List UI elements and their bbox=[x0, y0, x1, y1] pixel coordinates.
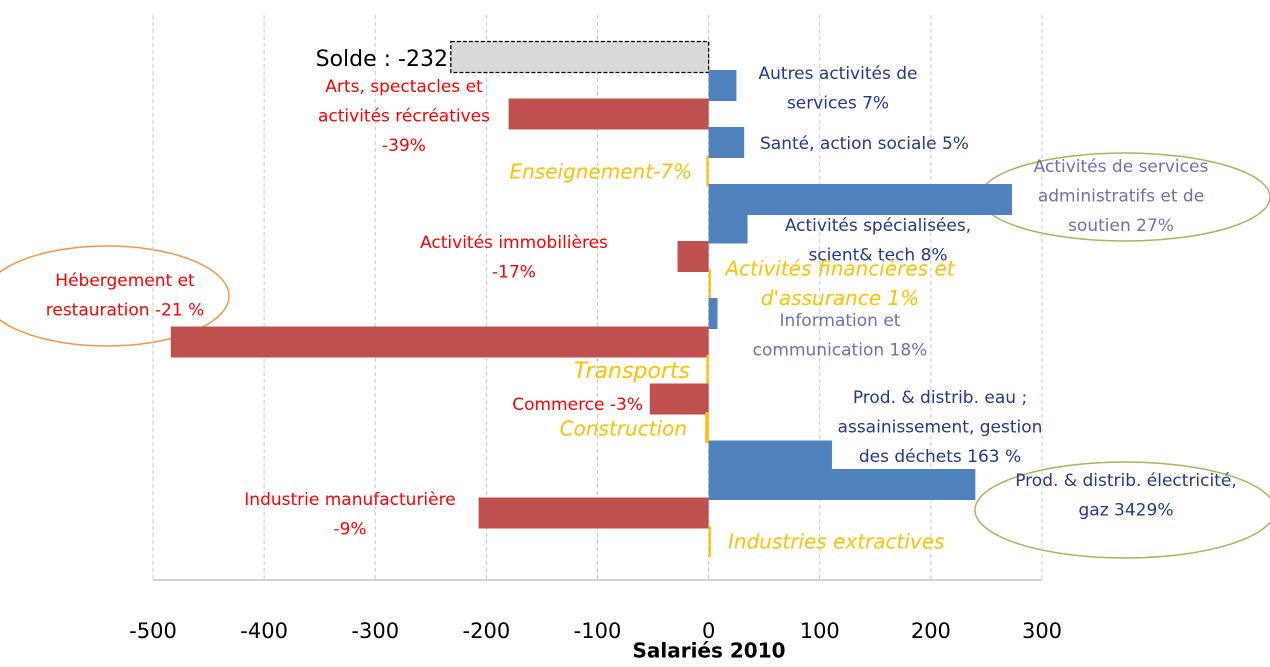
data-label: communication 18% bbox=[753, 341, 928, 361]
x-tick-label: -500 bbox=[129, 619, 177, 643]
bar bbox=[708, 212, 748, 244]
bar bbox=[706, 155, 709, 187]
bar bbox=[708, 440, 832, 472]
data-label: Solde : -232 bbox=[316, 47, 448, 72]
bar bbox=[708, 298, 718, 329]
bar bbox=[705, 412, 709, 443]
bar bbox=[450, 40, 710, 74]
bar bbox=[706, 355, 709, 386]
bar bbox=[708, 469, 976, 500]
data-label: gaz 3429% bbox=[1079, 501, 1174, 521]
data-label: Industries extractives bbox=[728, 530, 944, 554]
data-label: Enseignement-7% bbox=[509, 160, 692, 184]
bar bbox=[708, 184, 1012, 215]
highlight bbox=[0, 245, 230, 347]
data-label: des déchets 163 % bbox=[859, 447, 1021, 467]
bar bbox=[508, 98, 709, 130]
x-axis-title: Salariés 2010 bbox=[632, 639, 785, 663]
bar bbox=[478, 497, 709, 529]
data-label: restauration -21 % bbox=[46, 301, 205, 321]
data-label: Prod. & distrib. eau ; bbox=[853, 388, 1027, 408]
data-label: Santé, action sociale 5% bbox=[760, 134, 969, 154]
data-label: soutien 27% bbox=[1068, 216, 1174, 236]
data-label: d'assurance 1% bbox=[761, 286, 920, 310]
data-label: services 7% bbox=[787, 94, 889, 114]
data-label: Activités spécialisées, bbox=[785, 216, 971, 236]
x-tick-label: -300 bbox=[351, 619, 399, 643]
data-label: activités récréatives bbox=[318, 107, 490, 127]
data-label: Activités immobilières bbox=[420, 233, 608, 253]
data-label: Transports bbox=[574, 359, 690, 384]
bar bbox=[708, 127, 745, 158]
bar bbox=[708, 70, 737, 101]
data-label: -17% bbox=[492, 263, 536, 283]
x-tick-label: 200 bbox=[911, 619, 951, 643]
data-label: Hébergement et bbox=[55, 271, 195, 291]
x-tick-label: -100 bbox=[574, 619, 622, 643]
highlight bbox=[974, 461, 1270, 559]
data-label: Activités financières et bbox=[723, 257, 955, 281]
data-label: assainissement, gestion bbox=[838, 418, 1043, 438]
bar bbox=[708, 269, 711, 301]
x-tick-label: -400 bbox=[240, 619, 288, 643]
data-label: Arts, spectacles et bbox=[325, 77, 483, 97]
bar bbox=[708, 526, 711, 557]
bar bbox=[677, 241, 709, 272]
data-label: -9% bbox=[333, 520, 366, 540]
bar bbox=[649, 383, 709, 415]
data-label: Prod. & distrib. électricité, bbox=[1015, 471, 1237, 491]
x-tick-label: -200 bbox=[463, 619, 511, 643]
data-label: Commerce -3% bbox=[512, 395, 643, 415]
data-label: scient& tech 8% bbox=[808, 246, 947, 266]
data-label: administratifs et de bbox=[1038, 187, 1204, 207]
x-tick-label: 300 bbox=[1022, 619, 1062, 643]
x-tick-label: 0 bbox=[702, 619, 715, 643]
data-label: Construction bbox=[560, 417, 687, 441]
bar bbox=[170, 326, 709, 358]
data-label: Autres activités de bbox=[759, 64, 918, 84]
data-label: Information et bbox=[780, 311, 901, 331]
data-label: Industrie manufacturière bbox=[244, 490, 455, 510]
data-label: -39% bbox=[382, 136, 426, 156]
x-tick-label: 100 bbox=[800, 619, 840, 643]
data-label: Activités de services bbox=[1034, 157, 1209, 177]
